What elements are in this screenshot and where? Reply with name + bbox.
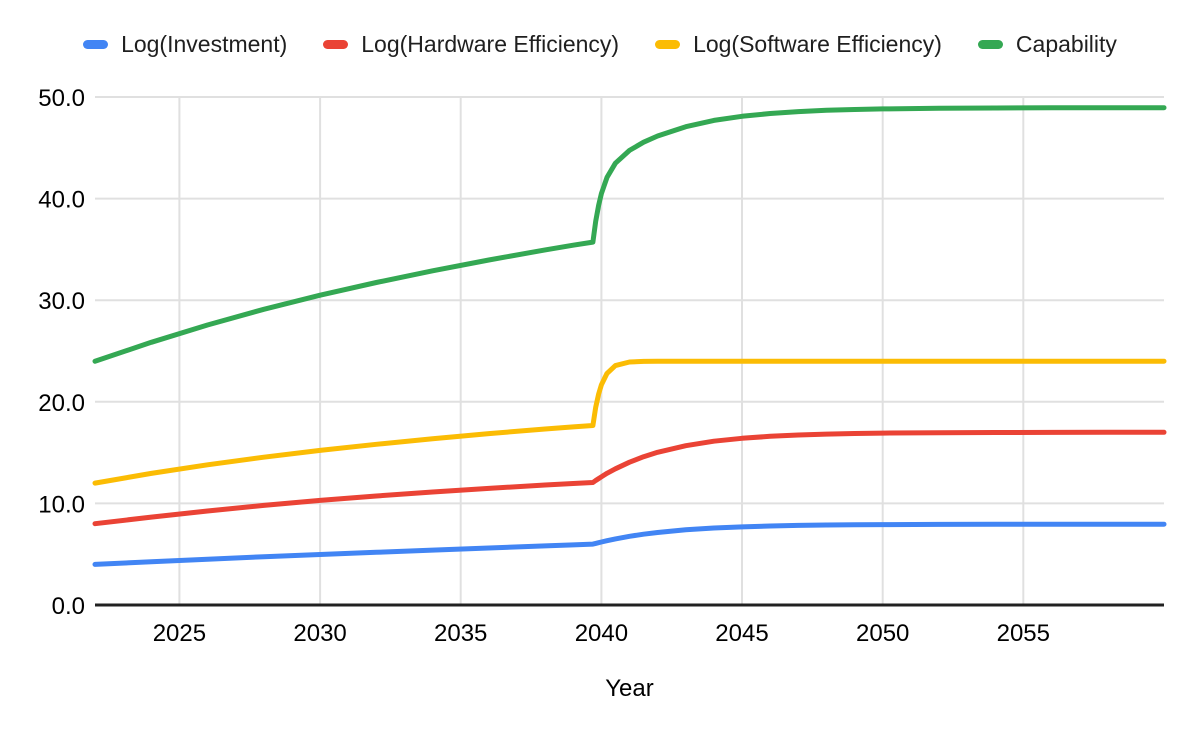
legend-swatch-hardware-efficiency: [323, 40, 349, 49]
legend-label-investment: Log(Investment): [121, 31, 288, 57]
x-tick-label: 2025: [153, 620, 206, 647]
series-line-capability: [92, 105, 1167, 364]
x-tick-label: 2035: [434, 620, 487, 647]
legend: Log(Investment) Log(Hardware Efficiency)…: [0, 31, 1200, 58]
x-tick-label: 2030: [293, 620, 346, 647]
x-tick-label: 2045: [715, 620, 768, 647]
series-line-log-investment: [92, 521, 1167, 567]
x-axis-title: Year: [605, 675, 654, 702]
y-tick-label: 40.0: [38, 187, 85, 214]
x-tick-label: 2050: [856, 620, 909, 647]
y-tick-label: 20.0: [38, 390, 85, 417]
x-tick-label: 2055: [997, 620, 1050, 647]
legend-swatch-capability: [977, 40, 1003, 49]
legend-item-capability: Capability: [977, 31, 1117, 58]
series-line-log-hardware-efficiency: [92, 429, 1167, 527]
legend-item-hardware-efficiency: Log(Hardware Efficiency): [323, 31, 619, 58]
legend-swatch-investment: [83, 40, 109, 49]
legend-label-capability: Capability: [1015, 31, 1117, 57]
y-tick-label: 10.0: [38, 491, 85, 518]
legend-label-software-efficiency: Log(Software Efficiency): [693, 31, 942, 57]
legend-label-hardware-efficiency: Log(Hardware Efficiency): [361, 31, 620, 57]
legend-item-investment: Log(Investment): [83, 31, 287, 58]
x-tick-label: 2040: [575, 620, 628, 647]
legend-item-software-efficiency: Log(Software Efficiency): [655, 31, 942, 58]
y-tick-label: 0.0: [52, 593, 85, 620]
series-line-log-software-efficiency: [92, 358, 1167, 486]
legend-swatch-software-efficiency: [655, 40, 681, 49]
y-tick-label: 50.0: [38, 85, 85, 112]
y-tick-label: 30.0: [38, 288, 85, 315]
